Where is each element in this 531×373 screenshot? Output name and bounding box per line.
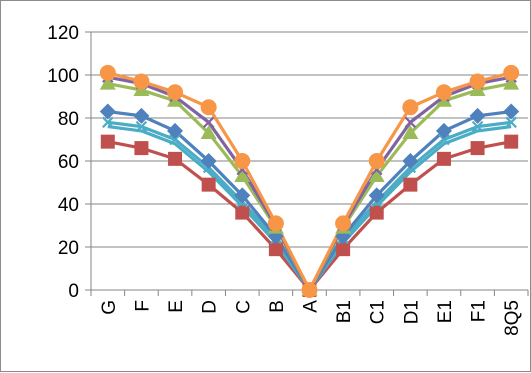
x-tick-label-8Q5: 8Q5 — [502, 300, 523, 336]
data-point-s5-C — [234, 168, 251, 183]
data-point-s1-D — [201, 177, 216, 192]
data-point-s7-E1 — [435, 84, 452, 101]
axes — [85, 31, 529, 296]
x-tick-label-G: G — [99, 300, 120, 315]
data-point-s3-F — [135, 120, 148, 133]
data-markers — [99, 64, 520, 298]
data-point-s7-B — [267, 215, 284, 232]
data-point-s4-C1 — [368, 187, 385, 204]
data-point-s1-D1 — [403, 177, 418, 192]
y-tick-label-20: 20 — [58, 238, 79, 259]
series-line-2 — [107, 125, 512, 292]
x-tick-label-B: B — [267, 300, 288, 313]
x-tick-label-C: C — [233, 300, 254, 314]
data-point-s3-G — [102, 116, 114, 129]
y-tick-label-120: 120 — [47, 23, 79, 44]
x-tick-label-C1: C1 — [368, 300, 389, 324]
data-point-s7-C — [234, 153, 251, 169]
data-point-s4-D — [200, 153, 217, 169]
y-tick-label-60: 60 — [58, 152, 79, 173]
data-point-s1-8Q5 — [504, 134, 519, 149]
x-tick-label-B1: B1 — [334, 300, 355, 323]
gridlines — [91, 31, 528, 248]
data-point-s1-E1 — [436, 151, 451, 166]
data-point-s1-C — [235, 205, 250, 220]
data-point-s1-F — [134, 141, 149, 156]
data-point-s5-D1 — [402, 125, 419, 140]
series-line-6 — [107, 75, 512, 292]
y-tick-label-0: 0 — [68, 281, 79, 302]
data-point-s7-C1 — [368, 153, 385, 169]
data-point-s3-E — [169, 133, 181, 146]
data-point-s4-F1 — [469, 107, 486, 124]
data-point-s4-E1 — [435, 122, 452, 139]
x-tick-label-E: E — [166, 300, 187, 313]
data-point-s4-E — [167, 122, 184, 139]
data-point-s4-C — [234, 187, 251, 204]
series-line-3 — [107, 120, 512, 292]
y-tick-label-80: 80 — [58, 109, 79, 130]
data-point-s6-D — [202, 116, 215, 129]
data-point-s7-F — [133, 73, 150, 90]
y-tick-label-40: 40 — [58, 195, 79, 216]
data-point-s5-D — [200, 125, 217, 140]
data-point-s4-G — [99, 103, 116, 120]
data-point-s3-F1 — [471, 120, 484, 133]
x-tick-label-E1: E1 — [435, 300, 456, 323]
data-point-s7-8Q5 — [503, 64, 520, 81]
data-point-s4-F — [133, 107, 150, 124]
x-tick-label-F: F — [132, 300, 153, 312]
data-point-s5-C1 — [368, 168, 385, 183]
data-point-s1-B1 — [336, 242, 351, 257]
data-point-s1-E — [168, 151, 183, 166]
data-point-s7-F1 — [469, 73, 486, 90]
data-point-s1-G — [100, 134, 115, 149]
data-point-s6-D1 — [404, 116, 417, 129]
data-point-s7-A — [301, 282, 318, 298]
x-tick-label-D: D — [200, 300, 221, 314]
data-point-s5-8Q5 — [503, 75, 520, 90]
data-point-s7-G — [99, 64, 116, 81]
x-tick-label-F1: F1 — [469, 300, 490, 322]
data-point-s1-F1 — [470, 141, 485, 156]
data-point-s4-8Q5 — [503, 103, 520, 120]
data-point-s7-E — [167, 84, 184, 101]
data-point-s7-B1 — [335, 215, 352, 232]
x-tick-label-D1: D1 — [401, 300, 422, 324]
data-point-s5-G — [99, 75, 116, 90]
y-tick-label-100: 100 — [47, 66, 79, 87]
data-point-s7-D — [200, 99, 217, 116]
data-point-s3-E1 — [438, 133, 450, 146]
tick-labels: 0 20 40 60 80 100 120 G F E D C B A B1 C1 D1 E1 F1 8Q5 — [47, 23, 523, 336]
data-point-s1-B — [268, 242, 283, 257]
data-point-s7-D1 — [402, 99, 419, 116]
data-point-s1-C1 — [369, 205, 384, 220]
data-point-s4-D1 — [402, 153, 419, 169]
data-point-s3-8Q5 — [505, 116, 517, 129]
series-line-5 — [107, 82, 512, 292]
x-tick-label-A: A — [301, 300, 322, 313]
